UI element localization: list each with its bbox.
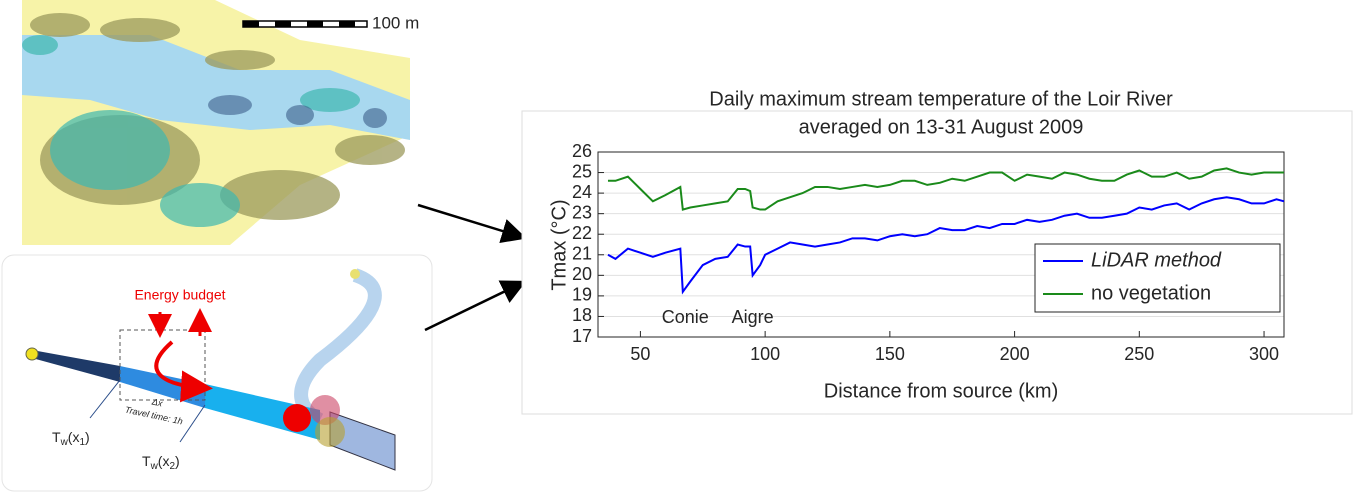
- y-tick-label: 23: [572, 202, 592, 222]
- x-tick-label: 250: [1124, 344, 1154, 364]
- x-tick-label: 100: [750, 344, 780, 364]
- sub: 1: [79, 437, 85, 448]
- y-tick-label: 25: [572, 161, 592, 181]
- series-line: [607, 167, 1284, 211]
- legend-label: LiDAR method: [1091, 249, 1222, 271]
- canopy: [22, 35, 360, 227]
- tributary: [294, 268, 382, 427]
- t: (x: [158, 453, 170, 469]
- x1-pointer: [89, 379, 121, 419]
- red-ball: [283, 404, 311, 432]
- shadows: [208, 95, 387, 128]
- arrow-flow: [154, 340, 213, 403]
- y-tick-label: 21: [572, 244, 592, 264]
- series-line: [607, 196, 1285, 295]
- chart-title: Daily maximum stream temperature of the …: [709, 88, 1173, 110]
- x-axis-label: Distance from source (km): [824, 380, 1059, 402]
- scale-label: 100 m: [372, 13, 419, 32]
- energy-label: Energy budget: [134, 287, 225, 303]
- tw1-label: Tw(x1): [52, 429, 90, 448]
- start-dot: [25, 347, 39, 361]
- y-tick-label: 22: [572, 223, 592, 243]
- y-tick-label: 24: [572, 182, 592, 202]
- y-tick-label: 18: [572, 305, 592, 325]
- x-tick-label: 200: [1000, 344, 1030, 364]
- t: (x: [68, 429, 80, 445]
- y-axis-label: Tmax (°C): [548, 199, 570, 290]
- x-tick-label: 300: [1249, 344, 1279, 364]
- annotation: Conie: [662, 307, 709, 327]
- sub: 2: [169, 461, 175, 472]
- connector-arrow: [417, 203, 527, 244]
- legend-label: no vegetation: [1091, 282, 1211, 304]
- connector-arrow: [424, 280, 527, 332]
- diagram: Energy budget Δx Travel time: 1h Tw(x1) …: [1, 254, 433, 492]
- source-dot: [350, 269, 360, 279]
- y-tick-label: 20: [572, 264, 592, 284]
- y-tick-label: 19: [572, 285, 592, 305]
- dx-label: Δx: [150, 396, 164, 408]
- axes-box: [597, 151, 1285, 338]
- annotation: Aigre: [732, 307, 774, 327]
- scale-bar-fill: [243, 21, 355, 27]
- t: ): [85, 429, 90, 445]
- t: T: [142, 453, 151, 469]
- ball: [315, 417, 345, 447]
- y-tick-label: 17: [572, 326, 592, 346]
- y-tick-label: 26: [572, 141, 592, 161]
- legend-box: [1034, 243, 1281, 313]
- t: T: [52, 429, 61, 445]
- map: 100 m: [22, 0, 419, 245]
- x2-pointer: [179, 404, 206, 443]
- sub: w: [60, 437, 69, 448]
- x-tick-label: 50: [630, 344, 650, 364]
- t: ): [175, 453, 180, 469]
- chart-title: averaged on 13-31 August 2009: [799, 116, 1084, 138]
- tw2-label: Tw(x2): [142, 453, 180, 472]
- sub: w: [150, 461, 159, 472]
- x-tick-label: 150: [875, 344, 905, 364]
- channel-up: [32, 350, 120, 382]
